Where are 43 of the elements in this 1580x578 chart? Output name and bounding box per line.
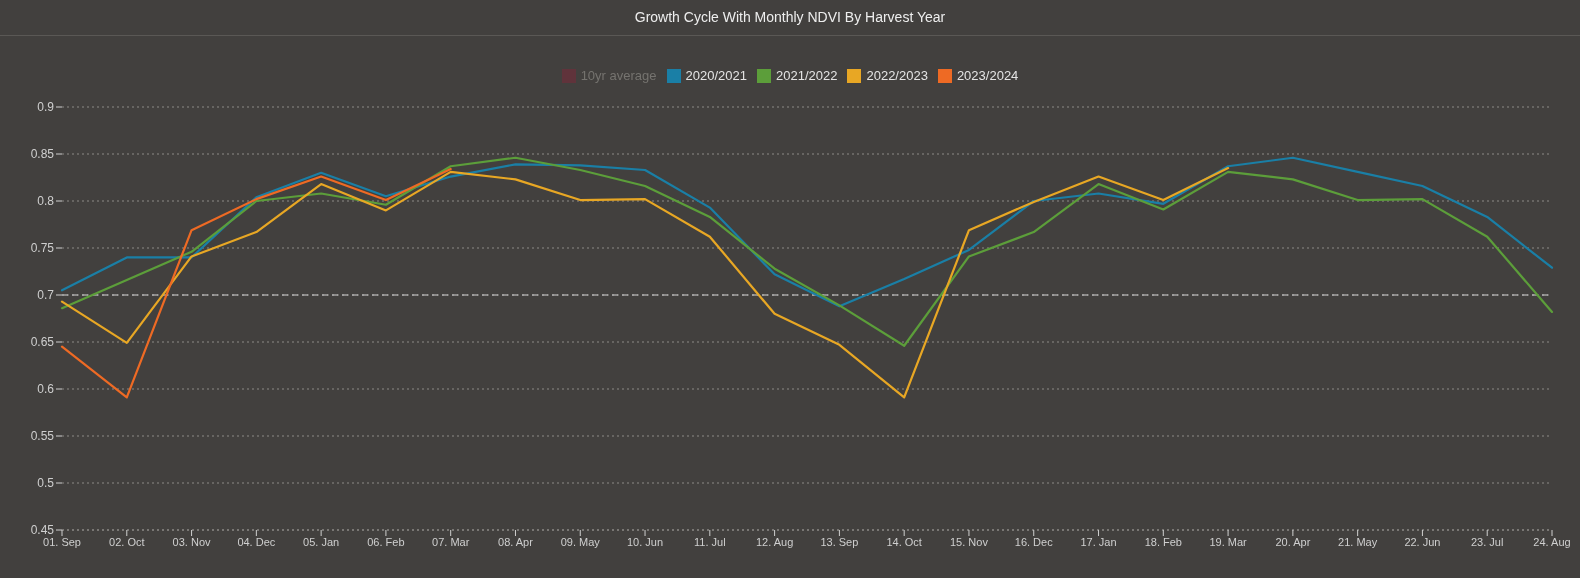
y-tick-label: 0.75 xyxy=(30,241,55,256)
x-tick-label: 03. Nov xyxy=(172,535,212,548)
line-series xyxy=(60,167,452,399)
x-tick-label: 01. Sep xyxy=(43,535,81,548)
legend-label: 2021/2022 xyxy=(775,68,838,83)
x-tick-label: 14. Oct xyxy=(886,535,922,548)
x-tick-label: 15. Nov xyxy=(950,535,989,548)
y-tick-label: 0.85 xyxy=(30,147,55,162)
line-series xyxy=(60,156,1554,347)
y-tick-label: 0.5 xyxy=(37,476,55,491)
x-tick-label: 09. May xyxy=(560,535,601,548)
x-tick-label: 17. Jan xyxy=(1080,535,1117,548)
x-tick-label: 20. Apr xyxy=(1275,535,1311,548)
legend-label: 2022/2023 xyxy=(866,68,928,83)
y-tick-label: 0.65 xyxy=(30,335,55,350)
x-tick-label: 06. Feb xyxy=(367,535,405,548)
x-tick-label: 07. Mar xyxy=(432,535,470,548)
x-tick-label: 23. Jul xyxy=(1471,535,1504,548)
x-tick-label: 21. May xyxy=(1338,535,1378,548)
y-tick-label: 0.7 xyxy=(37,288,55,303)
chart-title: Growth Cycle With Monthly NDVI By Harvest Year xyxy=(633,9,947,25)
x-tick-label: 24. Aug xyxy=(1533,535,1571,548)
x-tick-label: 12. Aug xyxy=(755,535,794,548)
y-tick-label: 0.45 xyxy=(30,523,55,538)
x-tick-label: 22. Jun xyxy=(1404,535,1441,548)
x-tick-label: 02. Oct xyxy=(109,535,145,548)
y-tick-label: 0.9 xyxy=(37,100,55,115)
y-tick-label: 0.55 xyxy=(30,429,55,444)
x-tick-label: 16. Dec xyxy=(1014,535,1054,548)
legend-label: 2023/2024 xyxy=(956,68,1019,83)
line-series xyxy=(60,167,1230,399)
x-tick-label: 11. Jul xyxy=(694,535,726,548)
x-tick-label: 04. Dec xyxy=(237,535,276,548)
x-tick-label: 18. Feb xyxy=(1144,535,1182,548)
x-tick-label: 10. Jun xyxy=(627,535,664,548)
y-tick-label: 0.8 xyxy=(37,194,55,209)
x-tick-label: 08. Apr xyxy=(498,535,534,548)
x-tick-label: 13. Sep xyxy=(820,535,859,548)
y-tick-label: 0.6 xyxy=(37,382,55,397)
legend-label: 2020/2021 xyxy=(685,68,747,83)
x-tick-label: 05. Jan xyxy=(303,535,340,548)
x-tick-label: 19. Mar xyxy=(1209,535,1248,548)
line-series xyxy=(60,156,1554,308)
